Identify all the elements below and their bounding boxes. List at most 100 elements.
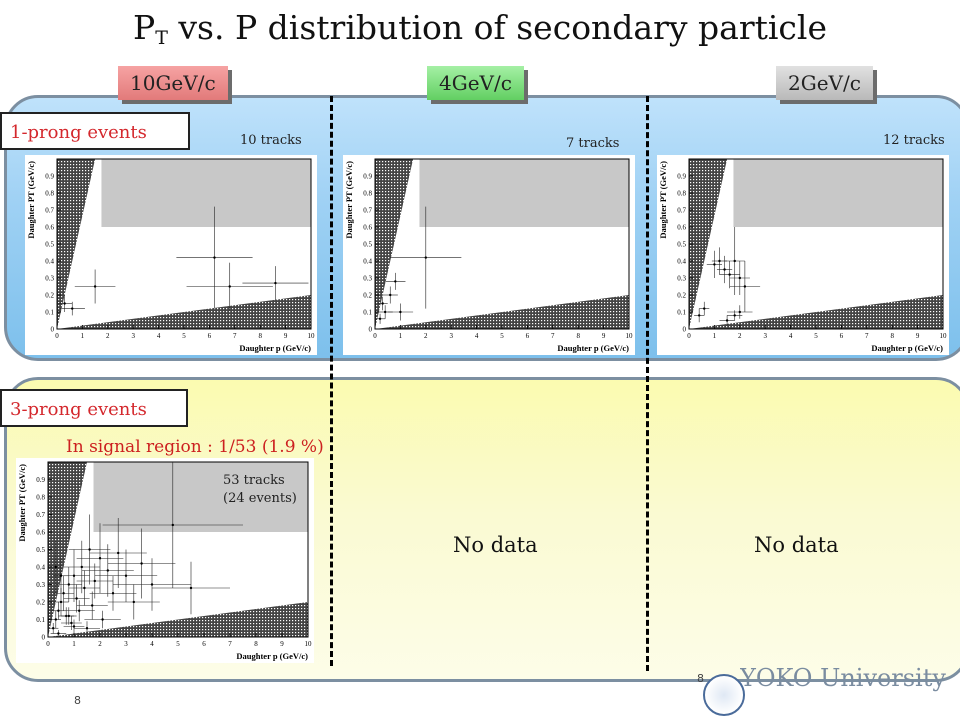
x-axis-label: Daughter p (GeV/c) (236, 651, 308, 661)
point-marker (713, 263, 716, 266)
three-prong-label: 3-prong events (0, 389, 188, 427)
data-point (375, 313, 386, 324)
point-marker (703, 307, 706, 310)
x-tick-label: 10 (940, 332, 948, 340)
divider-right (646, 96, 649, 671)
y-tick-label: 0.8 (45, 190, 54, 198)
tracks-count-3prong: 53 tracks (24 events) (223, 472, 297, 508)
y-tick-label: 0.7 (363, 207, 372, 215)
title-rest: vs. P distribution of secondary particle (167, 8, 827, 47)
excluded-region-bottom (57, 295, 311, 329)
y-tick-label: 0 (42, 634, 46, 642)
x-tick-label: 7 (551, 332, 555, 340)
x-tick-label: 4 (789, 332, 793, 340)
data-point (107, 528, 176, 599)
x-tick-label: 0 (687, 332, 691, 340)
point-marker (85, 627, 89, 630)
data-point (94, 549, 158, 602)
y-tick-label: 0.7 (36, 511, 45, 519)
y-tick-label: 0.1 (36, 616, 45, 624)
x-axis-label: Daughter p (GeV/c) (239, 343, 311, 353)
x-axis-label: Daughter p (GeV/c) (557, 343, 629, 353)
data-point (84, 610, 121, 629)
x-tick-label: 6 (208, 332, 212, 340)
tracks-count-3prong-line1: 53 tracks (223, 473, 285, 488)
y-tick-label: 0 (683, 326, 687, 334)
x-tick-label: 10 (626, 332, 634, 340)
x-tick-label: 5 (176, 640, 180, 648)
data-point (61, 616, 82, 630)
y-tick-label: 0.1 (45, 309, 54, 317)
data-point (729, 261, 750, 295)
y-tick-label: 0.5 (363, 241, 372, 249)
y-tick-label: 0.6 (363, 224, 372, 232)
x-tick-label: 10 (305, 640, 313, 648)
data-point (55, 567, 82, 602)
energy-label-10gev: 10GeV/c (118, 66, 228, 100)
x-tick-label: 0 (46, 640, 50, 648)
y-tick-label: 0.5 (45, 241, 54, 249)
x-tick-label: 3 (131, 332, 135, 340)
tracks-count-10gev: 10 tracks (240, 133, 302, 148)
x-tick-label: 0 (373, 332, 377, 340)
university-logo-text: YOKO University (740, 664, 946, 692)
x-tick-label: 9 (916, 332, 920, 340)
point-marker (80, 565, 84, 569)
data-point (727, 305, 753, 319)
point-marker (93, 579, 97, 583)
point-marker (738, 276, 741, 280)
x-tick-label: 3 (449, 332, 453, 340)
x-tick-label: 1 (81, 332, 85, 340)
y-tick-label: 0.4 (45, 258, 54, 266)
y-tick-label: 0.4 (36, 564, 45, 572)
x-tick-label: 2 (98, 640, 102, 648)
data-point (50, 630, 67, 637)
point-marker (111, 592, 115, 595)
title-main: P (133, 8, 156, 47)
data-point (719, 261, 740, 289)
y-tick-label: 0.2 (677, 292, 686, 300)
no-data-4gev: No data (453, 533, 538, 557)
y-tick-label: 0.3 (677, 275, 686, 283)
point-marker (71, 307, 74, 310)
slide-title: PT vs. P distribution of secondary parti… (0, 8, 960, 49)
y-tick-label: 0.3 (363, 275, 372, 283)
signal-region-box (93, 462, 308, 532)
plot-1prong-2gev: 0 1 2 3 4 5 6 7 8 9 10 0 0.1 0.2 0.3 0.4 0.5 0.6 0.7 0.8 0.9… (657, 155, 949, 355)
y-tick-label: 0.5 (677, 241, 686, 249)
point-marker (88, 548, 91, 551)
point-marker (78, 609, 81, 612)
data-point (76, 591, 108, 620)
data-point (63, 619, 85, 634)
data-point (57, 295, 73, 312)
point-marker (67, 583, 70, 586)
plot-3prong-10gev: 0 1 2 3 4 5 6 7 8 9 10 0 0.1 0.2 0.3 0.4 0.5 0.6 0.7 0.8 0.9… (16, 458, 314, 663)
point-marker (132, 600, 135, 604)
signal-region-box (101, 159, 311, 227)
point-marker (733, 259, 736, 263)
tracks-count-3prong-line2: (24 events) (223, 491, 297, 506)
data-point (382, 286, 398, 304)
x-axis-label: Daughter p (GeV/c) (871, 343, 943, 353)
data-point (242, 266, 309, 301)
data-point (68, 514, 111, 585)
y-tick-label: 0.7 (677, 207, 686, 215)
y-tick-label: 0.7 (45, 207, 54, 215)
energy-label-4gev: 4GeV/c (427, 66, 524, 100)
x-tick-label: 1 (713, 332, 717, 340)
x-tick-label: 9 (284, 332, 288, 340)
point-marker (697, 314, 701, 317)
data-point (729, 261, 761, 312)
x-tick-label: 5 (182, 332, 186, 340)
y-tick-label: 0.8 (677, 190, 686, 198)
data-point (113, 558, 191, 611)
x-tick-label: 6 (202, 640, 206, 648)
x-tick-label: 7 (865, 332, 869, 340)
divider-left (330, 96, 333, 666)
y-tick-label: 0.3 (36, 581, 45, 589)
page-number: 8 (74, 694, 81, 707)
data-point (390, 206, 462, 309)
point-marker (106, 569, 110, 572)
x-tick-label: 9 (280, 640, 284, 648)
y-tick-label: 0.5 (36, 546, 45, 554)
